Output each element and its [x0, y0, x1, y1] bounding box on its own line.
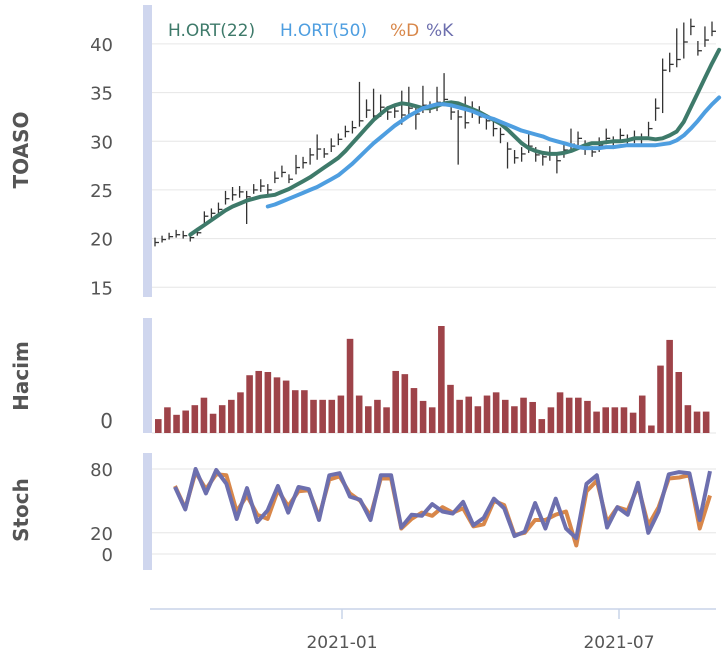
volume-bar — [264, 372, 272, 433]
volume-bar — [365, 406, 372, 433]
volume-bar — [584, 400, 591, 433]
volume-bar — [501, 399, 509, 433]
volume-bar — [374, 399, 381, 433]
volume-bar — [492, 392, 500, 433]
volume-bar — [410, 388, 418, 433]
price-ytick-15: 15 — [90, 278, 113, 299]
stoch-yticks: 020 80 — [90, 460, 113, 566]
volume-bar — [383, 407, 390, 433]
stoch-ytick-0: 0 — [102, 545, 113, 566]
stoch-ytick-80: 80 — [90, 460, 113, 481]
volume-bar — [209, 413, 217, 433]
volume-bar — [611, 407, 619, 433]
volume-bar — [575, 397, 582, 433]
price-ytick-25: 25 — [90, 181, 113, 202]
volume-bar — [164, 407, 171, 433]
volume-bar — [255, 370, 263, 433]
volume-bar — [182, 410, 189, 433]
volume-bar — [638, 395, 646, 433]
volume-ytick-0: 0 — [100, 409, 113, 433]
volume-bar — [483, 395, 491, 433]
volume-bar — [520, 397, 527, 433]
volume-bar — [629, 412, 637, 433]
legend-sma50[interactable]: H.ORT(50) — [280, 21, 367, 41]
volume-bar — [173, 414, 180, 433]
price-yticks: 15 20 25 30 35 40 — [90, 35, 113, 299]
legend-d[interactable]: %D — [390, 21, 419, 41]
price-ytick-35: 35 — [90, 84, 113, 105]
volume-bar — [155, 419, 162, 433]
volume-bar — [511, 406, 518, 433]
volume-bar — [401, 374, 409, 433]
legend-k[interactable]: %K — [426, 21, 454, 41]
volume-bar — [319, 399, 326, 433]
volume-bar — [191, 405, 199, 433]
price-ytick-30: 30 — [90, 132, 113, 153]
sma22-line — [188, 47, 722, 237]
volume-bar — [355, 395, 363, 433]
volume-bar — [392, 370, 399, 433]
volume-bar — [556, 392, 564, 433]
volume-bars — [155, 326, 710, 433]
volume-bar — [666, 339, 673, 433]
volume-bar — [447, 384, 454, 433]
volume-bar — [237, 392, 244, 433]
volume-bar — [246, 375, 253, 433]
volume-bar — [291, 390, 299, 433]
volume-bar — [419, 400, 427, 433]
volume-ylabel: Hacim — [9, 341, 33, 411]
volume-bar — [702, 411, 710, 433]
sma50-line — [265, 95, 722, 209]
panel-axis-bar-3 — [143, 453, 152, 570]
volume-bar — [328, 399, 336, 433]
volume-bar — [465, 396, 473, 433]
legend-sma22[interactable]: H.ORT(22) — [168, 21, 255, 41]
volume-bar — [346, 338, 354, 433]
x-tick-2021-01: 2021-01 — [306, 633, 377, 653]
volume-bar — [602, 407, 610, 433]
price-ytick-20: 20 — [90, 230, 113, 251]
volume-bar — [456, 399, 463, 433]
panel-axis-bar-2 — [143, 318, 152, 433]
price-ytick-40: 40 — [90, 35, 113, 56]
volume-bar — [282, 380, 290, 433]
panel-axis-bars — [143, 5, 152, 570]
volume-bar — [310, 399, 317, 433]
x-tick-2021-07: 2021-07 — [583, 633, 654, 653]
volume-bar — [474, 406, 482, 433]
gridlines — [152, 43, 716, 555]
stoch-k-line — [173, 467, 712, 541]
volume-bar — [538, 419, 546, 433]
volume-bar — [620, 407, 628, 433]
stoch-ylabel: Stoch — [9, 478, 33, 542]
volume-bar — [675, 372, 683, 433]
volume-bar — [529, 401, 536, 433]
price-ylabel: TOASO — [9, 112, 33, 189]
volume-bar — [228, 399, 235, 433]
volume-bar — [684, 405, 692, 433]
volume-bar — [547, 407, 555, 433]
legend: H.ORT(22) H.ORT(50) %D %K — [168, 21, 454, 41]
volume-bar — [200, 397, 208, 433]
volume-bar — [657, 365, 664, 433]
volume-bar — [337, 395, 345, 433]
volume-bar — [693, 411, 701, 433]
stoch-ytick-20: 20 — [90, 524, 113, 545]
volume-bar — [438, 326, 445, 433]
volume-bar — [301, 390, 308, 433]
panel-axis-bar-1 — [143, 5, 152, 297]
ohlc-series — [154, 18, 716, 247]
volume-bar — [593, 411, 600, 433]
volume-bar — [273, 377, 281, 433]
volume-bar — [428, 407, 436, 433]
volume-bar — [218, 405, 226, 433]
volume-bar — [565, 397, 573, 433]
volume-bar — [648, 425, 655, 433]
